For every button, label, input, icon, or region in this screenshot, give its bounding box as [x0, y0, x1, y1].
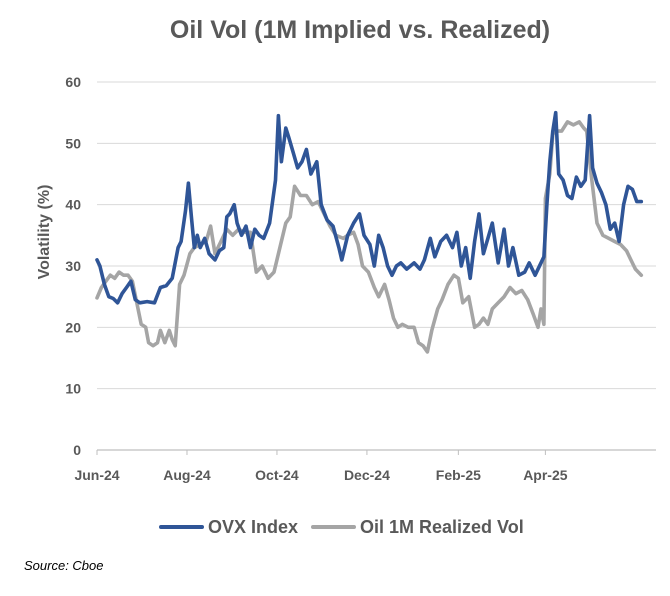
y-tick-label: 30	[65, 258, 81, 274]
y-tick-label: 40	[65, 197, 81, 213]
x-tick-label: Oct-24	[255, 467, 299, 483]
y-tick-label: 60	[65, 74, 81, 90]
y-tick-label: 50	[65, 135, 81, 151]
y-axis-label: Volatility (%)	[36, 185, 53, 280]
x-tick-label: Aug-24	[163, 467, 211, 483]
x-tick-label: Jun-24	[74, 467, 119, 483]
x-tick-label: Dec-24	[344, 467, 390, 483]
y-tick-label: 20	[65, 319, 81, 335]
line-chart: Oil Vol (1M Implied vs. Realized) Volati…	[36, 16, 656, 537]
legend-label-0: OVX Index	[208, 517, 298, 537]
y-axis-ticks: 0 10 20 30 40 50 60	[65, 74, 81, 458]
x-axis-ticks: Jun-24 Aug-24 Oct-24 Dec-24 Feb-25 Apr-25	[74, 450, 568, 483]
x-tick-label: Feb-25	[436, 467, 481, 483]
series-line-1	[95, 120, 644, 354]
gridlines	[97, 81, 656, 451]
source-note: Source: Cboe	[24, 558, 104, 573]
series-line-0	[95, 110, 644, 305]
series-lines	[95, 110, 644, 354]
chart-title: Oil Vol (1M Implied vs. Realized)	[170, 16, 550, 44]
y-tick-label: 0	[73, 442, 81, 458]
x-tick-label: Apr-25	[523, 467, 568, 483]
y-tick-label: 10	[65, 381, 81, 397]
legend: OVX Index Oil 1M Realized Vol	[159, 517, 524, 537]
legend-label-1: Oil 1M Realized Vol	[360, 517, 524, 537]
